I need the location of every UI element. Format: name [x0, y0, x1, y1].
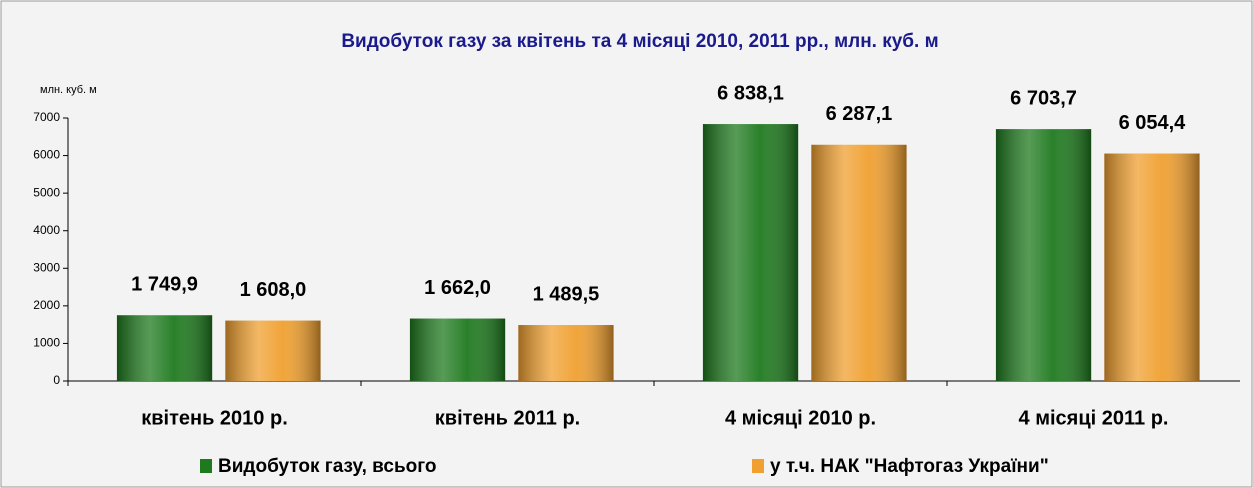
y-tick-label: 5000	[33, 185, 60, 199]
bar-shade	[518, 325, 614, 381]
value-label: 6 703,7	[1010, 87, 1077, 109]
y-tick-label: 7000	[33, 110, 60, 124]
legend-swatch	[752, 459, 764, 473]
value-label: 1 489,5	[533, 283, 600, 305]
y-axis-label: млн. куб. м	[40, 84, 97, 96]
value-label: 6 287,1	[826, 103, 893, 125]
y-tick-label: 2000	[33, 298, 60, 312]
y-tick-label: 6000	[33, 148, 60, 162]
value-label: 6 838,1	[717, 82, 784, 104]
value-label: 1 608,0	[240, 279, 307, 301]
x-tick-label: 4 місяці 2011 р.	[1019, 407, 1169, 429]
legend-label: у т.ч. НАК "Нафтогаз України"	[770, 456, 1049, 477]
bar-shade	[225, 320, 321, 381]
bar-shade	[995, 129, 1092, 381]
y-tick-label: 0	[53, 373, 60, 387]
bar-shade	[811, 144, 907, 381]
chart-title: Видобуток газу за квітень та 4 місяці 20…	[341, 31, 938, 52]
y-tick-label: 3000	[33, 260, 60, 274]
x-tick-label: квітень 2010 р.	[141, 407, 288, 429]
bar-shade	[1104, 153, 1200, 381]
bar-shade	[409, 318, 506, 381]
y-tick-label: 1000	[33, 336, 60, 350]
bar-shade	[702, 124, 799, 381]
x-tick-label: 4 місяці 2010 р.	[725, 407, 876, 429]
value-label: 1 749,9	[131, 274, 198, 296]
y-tick-label: 4000	[33, 223, 60, 237]
x-tick-label: квітень 2011 р.	[435, 407, 580, 429]
legend-swatch	[200, 459, 212, 473]
value-label: 1 662,0	[424, 277, 491, 299]
value-label: 6 054,4	[1119, 112, 1187, 134]
legend-label: Видобуток газу, всього	[218, 456, 437, 477]
bar-shade	[116, 315, 213, 381]
